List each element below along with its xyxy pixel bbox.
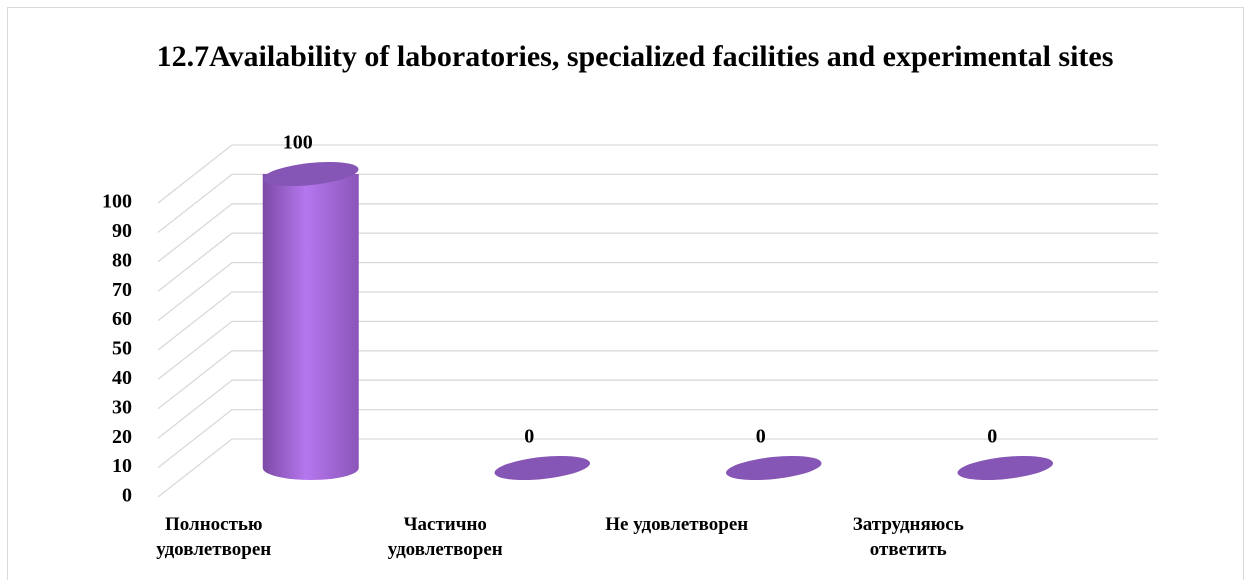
x-tick-label: Полностью удовлетворен bbox=[156, 514, 272, 560]
cylinder-top bbox=[494, 455, 591, 481]
grid-line bbox=[157, 438, 1158, 498]
bar bbox=[957, 455, 1054, 481]
grid-line bbox=[157, 408, 1158, 469]
y-tick-label: 100 bbox=[102, 191, 132, 213]
y-tick-label: 60 bbox=[112, 308, 132, 330]
grid-line bbox=[157, 232, 1158, 292]
grid-line bbox=[157, 291, 1158, 351]
bar bbox=[494, 455, 591, 481]
grid-line bbox=[157, 350, 1158, 410]
y-tick-label: 20 bbox=[112, 426, 132, 448]
grid-line bbox=[157, 173, 1158, 233]
chart-title: 12.7Availability of laboratories, specia… bbox=[156, 40, 1114, 73]
grid-line bbox=[157, 144, 1158, 204]
y-tick-label: 0 bbox=[122, 485, 132, 507]
cylinder-top bbox=[262, 161, 359, 187]
chart-border bbox=[7, 7, 1244, 580]
x-tick-label: Затрудняюсь ответить bbox=[852, 514, 964, 560]
data-label: 0 bbox=[524, 426, 534, 448]
cylinder-top bbox=[725, 455, 822, 481]
y-tick-label: 40 bbox=[112, 367, 132, 389]
y-tick-label: 90 bbox=[112, 220, 132, 242]
grid-line bbox=[157, 261, 1158, 322]
grid-line bbox=[157, 320, 1158, 380]
cylinder-top bbox=[957, 455, 1054, 481]
bar bbox=[725, 455, 822, 481]
data-label: 100 bbox=[283, 132, 313, 154]
x-tick-label: Не удовлетворен bbox=[605, 514, 749, 535]
y-tick-label: 50 bbox=[112, 338, 132, 360]
y-tick-label: 70 bbox=[112, 279, 132, 301]
grid-line bbox=[157, 203, 1158, 263]
x-tick-label: Частично удовлетворен bbox=[387, 514, 503, 560]
bar bbox=[262, 161, 359, 480]
cylinder-body bbox=[262, 174, 359, 480]
grid-line bbox=[157, 379, 1158, 439]
data-label: 0 bbox=[756, 426, 766, 448]
y-tick-label: 30 bbox=[112, 396, 132, 418]
y-tick-label: 80 bbox=[112, 249, 132, 271]
y-tick-label: 10 bbox=[112, 455, 132, 477]
data-label: 0 bbox=[987, 426, 997, 448]
